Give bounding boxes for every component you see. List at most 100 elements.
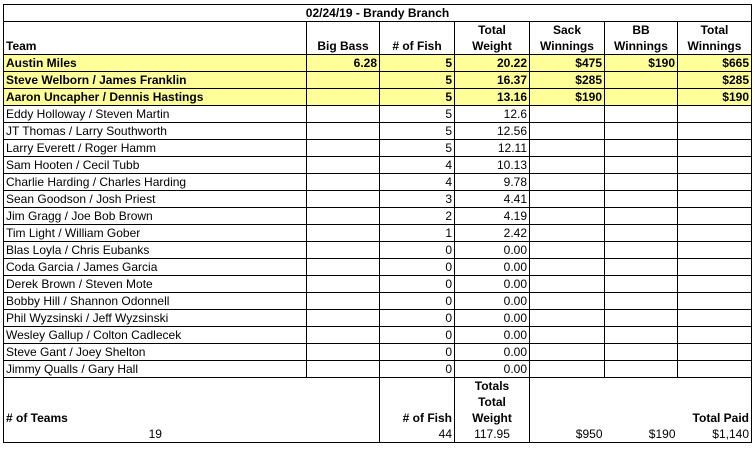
fish-count: 2 xyxy=(379,207,455,225)
sack-winnings xyxy=(529,309,605,327)
fish-count: 0 xyxy=(379,292,455,310)
sack-winnings xyxy=(529,190,605,208)
totals-label: Totals xyxy=(454,377,530,394)
sack-winnings: $475 xyxy=(529,54,605,72)
team-name: Phil Wyzsinski / Jeff Wyzsinski xyxy=(3,309,307,327)
sack-winnings: $285 xyxy=(529,71,605,89)
sack-winnings xyxy=(529,360,605,378)
team-name: Steve Gant / Joey Shelton xyxy=(3,343,307,361)
teams-label: # of Teams xyxy=(3,410,307,426)
fish-count: 1 xyxy=(379,224,455,242)
table-row: Blas Loyla / Chris Eubanks 0 0.00 xyxy=(3,241,752,259)
total-weight: 12.11 xyxy=(454,139,530,157)
bb-winnings xyxy=(604,173,678,191)
total-weight: 9.78 xyxy=(454,173,530,191)
big-bass-value xyxy=(306,207,380,225)
totals-values-row: 19 44 117.95 $950 $190 $1,140 xyxy=(3,426,752,443)
bb-winnings xyxy=(604,224,678,242)
total-weight: 2.42 xyxy=(454,224,530,242)
header-sack-2: Winnings xyxy=(529,38,605,55)
big-bass-value xyxy=(306,292,380,310)
big-bass-value xyxy=(306,241,380,259)
total-weight: 20.22 xyxy=(454,54,530,72)
fish-count: 0 xyxy=(379,241,455,259)
team-name: Tim Light / William Gober xyxy=(3,224,307,242)
total-paid: $1,140 xyxy=(677,426,752,443)
sack-winnings xyxy=(529,258,605,276)
totals-row-2: Total xyxy=(3,394,752,410)
teams-count: 19 xyxy=(3,426,307,443)
fish-count: 5 xyxy=(379,88,455,106)
bb-winnings xyxy=(604,139,678,157)
bb-winnings xyxy=(604,71,678,89)
team-name: Jim Gragg / Joe Bob Brown xyxy=(3,207,307,225)
fish-count: 3 xyxy=(379,190,455,208)
team-name: Sean Goodson / Josh Priest xyxy=(3,190,307,208)
table-row: Steve Welborn / James Franklin 5 16.37 $285… xyxy=(3,71,752,89)
table-row: Eddy Holloway / Steven Martin 5 12.6 xyxy=(3,105,752,123)
total-weight: 0.00 xyxy=(454,360,530,378)
fish-count: 0 xyxy=(379,343,455,361)
sack-winnings xyxy=(529,275,605,293)
total-weight: 0.00 xyxy=(454,309,530,327)
fish-count: 5 xyxy=(379,139,455,157)
fish-count: 0 xyxy=(379,258,455,276)
table-row: Derek Brown / Steven Mote 0 0.00 xyxy=(3,275,752,293)
big-bass-value xyxy=(306,309,380,327)
team-name: JT Thomas / Larry Southworth xyxy=(3,122,307,140)
total-weight: 0.00 xyxy=(454,343,530,361)
sack-winnings xyxy=(529,207,605,225)
total-winnings xyxy=(677,190,752,208)
big-bass-value xyxy=(306,105,380,123)
big-bass-value xyxy=(306,190,380,208)
table-row: Aaron Uncapher / Dennis Hastings 5 13.16 $1… xyxy=(3,88,752,106)
total-winnings xyxy=(677,241,752,259)
total-weight: 10.13 xyxy=(454,156,530,174)
team-name: Jimmy Qualls / Gary Hall xyxy=(3,360,307,378)
sack-winnings xyxy=(529,139,605,157)
sack-winnings xyxy=(529,241,605,259)
fish-count: 5 xyxy=(379,71,455,89)
sack-winnings: $190 xyxy=(529,88,605,106)
team-name: Larry Everett / Roger Hamm xyxy=(3,139,307,157)
total-winnings: $285 xyxy=(677,71,752,89)
total-weight: 0.00 xyxy=(454,275,530,293)
bb-winnings xyxy=(604,309,678,327)
fish-count: 4 xyxy=(379,156,455,174)
header-row-1: Total Sack BB Total xyxy=(3,21,752,38)
team-name: Sam Hooten / Cecil Tubb xyxy=(3,156,307,174)
weight-total: 117.95 xyxy=(454,426,530,443)
bb-winnings xyxy=(604,292,678,310)
sack-winnings xyxy=(529,173,605,191)
bb-winnings xyxy=(604,258,678,276)
bb-winnings xyxy=(604,326,678,344)
sheet-title: 02/24/19 - Brandy Branch xyxy=(3,4,752,22)
bb-winnings xyxy=(604,88,678,106)
team-name: Wesley Gallup / Colton Cadlecek xyxy=(3,326,307,344)
table-row: Wesley Gallup / Colton Cadlecek 0 0.00 xyxy=(3,326,752,344)
header-bb-1: BB xyxy=(604,21,678,38)
team-name: Charlie Harding / Charles Harding xyxy=(3,173,307,191)
fish-count: 5 xyxy=(379,105,455,123)
total-winnings xyxy=(677,309,752,327)
fish-count: 0 xyxy=(379,275,455,293)
team-name: Steve Welborn / James Franklin xyxy=(3,71,307,89)
bb-winnings: $190 xyxy=(604,54,678,72)
total-weight: 4.19 xyxy=(454,207,530,225)
bb-winnings xyxy=(604,343,678,361)
total-winnings xyxy=(677,275,752,293)
table-row: Charlie Harding / Charles Harding 4 9.78 xyxy=(3,173,752,191)
header-num-fish: # of Fish xyxy=(379,38,455,55)
table-row: Bobby Hill / Shannon Odonnell 0 0.00 xyxy=(3,292,752,310)
big-bass-value xyxy=(306,139,380,157)
big-bass-value xyxy=(306,156,380,174)
team-name: Bobby Hill / Shannon Odonnell xyxy=(3,292,307,310)
header-team: Team xyxy=(3,38,307,55)
sack-winnings xyxy=(529,343,605,361)
big-bass-value xyxy=(306,275,380,293)
totals-row-3: # of Teams # of Fish Weight Total Paid xyxy=(3,410,752,426)
bb-winnings xyxy=(604,360,678,378)
table-row: Jimmy Qualls / Gary Hall 0 0.00 xyxy=(3,360,752,378)
bb-winnings xyxy=(604,105,678,123)
totals-weight-label-1: Total xyxy=(454,394,530,410)
